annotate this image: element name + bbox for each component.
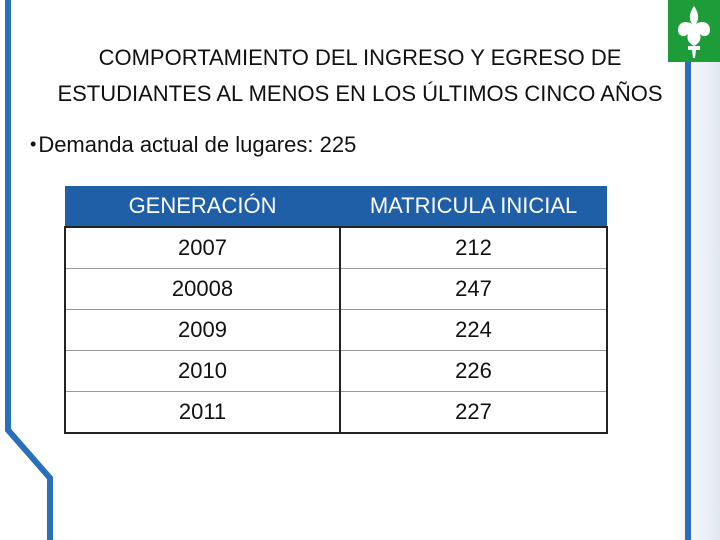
- table-row: 2007 212: [63, 226, 608, 269]
- cell-generacion: 2011: [63, 391, 342, 434]
- cell-matricula: 227: [339, 391, 608, 434]
- right-sidebar-decoration: [670, 0, 720, 540]
- left-accent-line: [5, 0, 53, 540]
- demand-bullet: •Demanda actual de lugares: 225: [30, 132, 356, 158]
- demand-text: Demanda actual de lugares: 225: [38, 132, 357, 157]
- title-line-1: COMPORTAMIENTO DEL INGRESO Y EGRESO DE: [98, 45, 622, 70]
- cell-matricula: 212: [339, 226, 608, 269]
- header-generacion: GENERACIÓN: [65, 186, 341, 227]
- cell-generacion: 2009: [63, 309, 342, 351]
- table-row: 2009 224: [63, 309, 608, 351]
- right-accent-line: [685, 0, 691, 540]
- table-row: 2011 227: [63, 391, 608, 434]
- enrollment-table: GENERACIÓN MATRICULA INICIAL 2007 212 20…: [63, 186, 608, 434]
- title-line-2: ESTUDIANTES AL MENOS EN LOS ÚLTIMOS CINC…: [57, 81, 663, 106]
- cell-generacion: 20008: [63, 268, 342, 310]
- page-title: COMPORTAMIENTO DEL INGRESO Y EGRESO DE E…: [20, 40, 700, 112]
- university-emblem: [668, 0, 720, 62]
- table-header-row: GENERACIÓN MATRICULA INICIAL: [65, 186, 607, 227]
- bullet-dot: •: [30, 134, 37, 154]
- cell-generacion: 2007: [63, 226, 342, 269]
- cell-matricula: 226: [339, 350, 608, 392]
- cell-matricula: 224: [339, 309, 608, 351]
- cell-generacion: 2010: [63, 350, 342, 392]
- fleur-de-lis-icon: [678, 6, 710, 58]
- header-matricula: MATRICULA INICIAL: [340, 186, 607, 227]
- table-row: 20008 247: [63, 268, 608, 310]
- cell-matricula: 247: [339, 268, 608, 310]
- table-row: 2010 226: [63, 350, 608, 392]
